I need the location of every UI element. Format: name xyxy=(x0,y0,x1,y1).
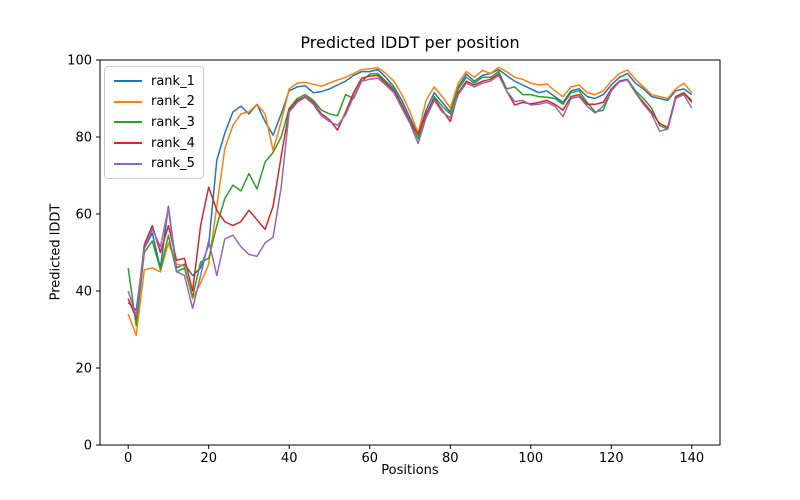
x-tick-label: 80 xyxy=(442,451,459,466)
legend-label: rank_4 xyxy=(151,135,195,151)
y-axis-label: Predicted lDDT xyxy=(48,203,64,301)
chart-title: Predicted lDDT per position xyxy=(300,33,520,52)
x-tick-label: 0 xyxy=(124,451,132,466)
series-line-rank_4 xyxy=(127,73,693,319)
legend-label: rank_2 xyxy=(151,94,195,110)
y-tick-label: 60 xyxy=(75,208,92,223)
axes-frame xyxy=(99,59,721,446)
x-tick-label: 120 xyxy=(599,451,624,466)
y-tick-label: 40 xyxy=(75,285,92,300)
legend-item-rank-5: rank_5 xyxy=(114,156,195,172)
x-tick-label: 60 xyxy=(361,451,378,466)
x-axis-label: Positions xyxy=(381,463,439,478)
y-tick-label: 20 xyxy=(75,362,92,377)
x-tick-label: 100 xyxy=(518,451,543,466)
series-line-rank_1 xyxy=(127,68,693,312)
y-tick-label: 0 xyxy=(84,439,92,454)
rank-1-line-swatch xyxy=(114,80,142,83)
rank-4-line-swatch xyxy=(114,142,142,145)
series-line-rank_2 xyxy=(127,66,693,337)
rank-2-line-swatch xyxy=(114,100,142,103)
y-tick-label: 80 xyxy=(75,131,92,146)
legend-item-rank-1: rank_1 xyxy=(114,73,195,89)
legend-label: rank_3 xyxy=(151,114,195,130)
rank-5-line-swatch xyxy=(114,162,142,165)
legend: rank_1 rank_2 rank_3 rank_4 rank_5 xyxy=(104,66,204,179)
x-tick-label: 140 xyxy=(679,451,704,466)
series-line-rank_5 xyxy=(127,74,693,317)
legend-item-rank-2: rank_2 xyxy=(114,94,195,110)
rank-3-line-swatch xyxy=(114,121,142,124)
y-tick-label: 100 xyxy=(67,54,92,69)
x-tick-label: 20 xyxy=(200,451,217,466)
legend-label: rank_5 xyxy=(151,156,195,172)
legend-label: rank_1 xyxy=(151,73,195,89)
x-tick-label: 40 xyxy=(281,451,298,466)
legend-item-rank-3: rank_3 xyxy=(114,114,195,130)
legend-item-rank-4: rank_4 xyxy=(114,135,195,151)
